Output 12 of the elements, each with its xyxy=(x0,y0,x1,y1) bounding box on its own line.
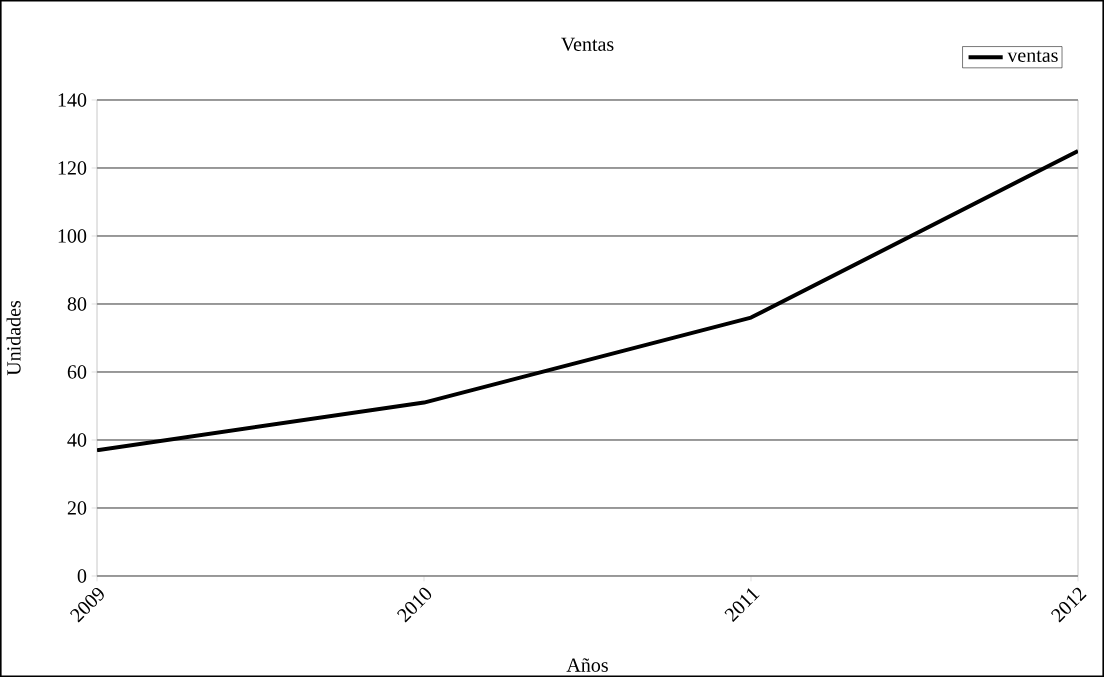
y-tick-label: 140 xyxy=(58,93,87,107)
y-tick-label: 0 xyxy=(77,569,87,583)
y-axis-title: Unidades xyxy=(6,300,21,376)
x-axis-title: Años xyxy=(566,658,608,672)
chart-title: Ventas xyxy=(561,37,614,52)
y-tick-label: 100 xyxy=(58,229,87,243)
y-tick-label: 20 xyxy=(67,501,87,515)
y-tick-label: 80 xyxy=(67,297,87,311)
y-tick-label: 60 xyxy=(67,365,87,379)
y-tick-label: 40 xyxy=(67,433,87,447)
legend-label: ventas xyxy=(1007,50,1058,63)
y-tick-label: 120 xyxy=(58,161,87,175)
